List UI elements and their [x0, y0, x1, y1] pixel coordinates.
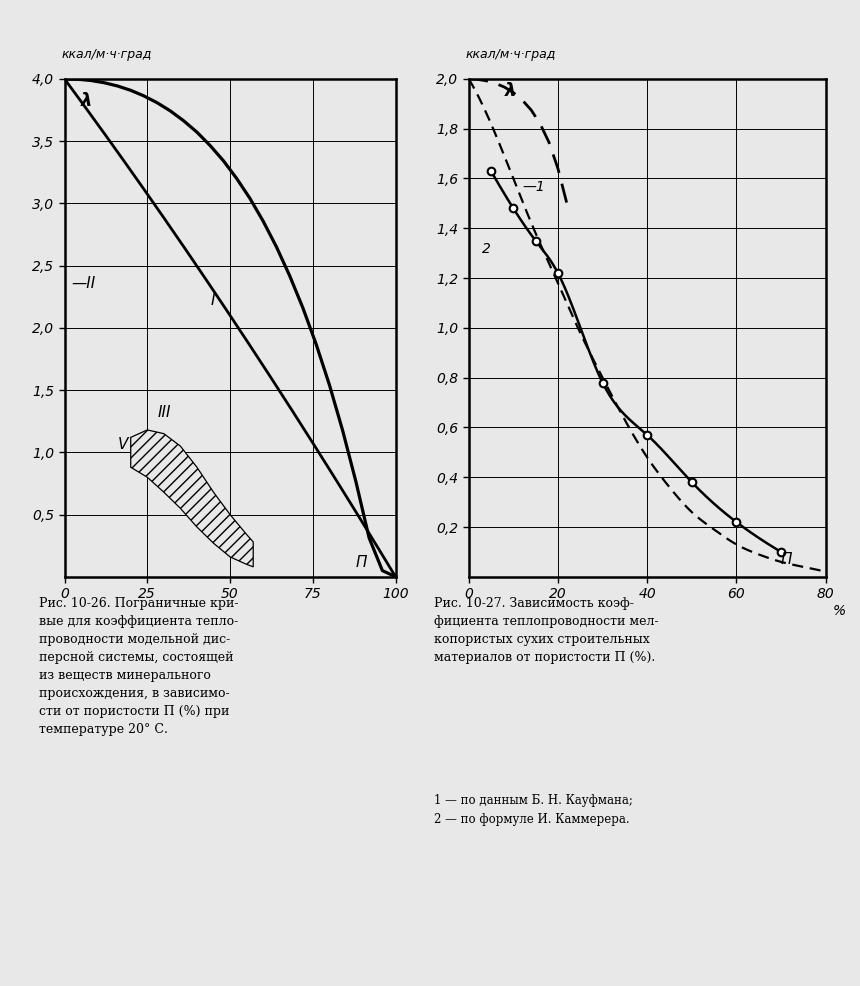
Text: П: П [356, 555, 367, 570]
Polygon shape [131, 430, 253, 567]
Text: III: III [157, 405, 170, 420]
Text: Рис. 10-27. Зависимость коэф-
фициента теплопроводности мел-
копористых сухих ст: Рис. 10-27. Зависимость коэф- фициента т… [434, 597, 659, 664]
Text: λ: λ [504, 82, 516, 101]
Text: λ: λ [81, 93, 92, 110]
Text: V: V [118, 437, 128, 452]
Text: 2: 2 [482, 243, 491, 256]
Text: —II: —II [71, 276, 95, 291]
Text: П: П [781, 552, 792, 567]
Text: Рис. 10-26. Пограничные кри-
вые для коэффициента тепло-
проводности модельной д: Рис. 10-26. Пограничные кри- вые для коэ… [39, 597, 238, 736]
Text: ккал/м·ч·град: ккал/м·ч·град [465, 48, 556, 61]
Text: %: % [832, 604, 846, 618]
Text: —1: —1 [522, 179, 545, 194]
Text: I: I [210, 294, 215, 309]
Text: ккал/м·ч·град: ккал/м·ч·град [61, 48, 151, 61]
Text: 1 — по данным Б. Н. Кауфмана;
2 — по формуле И. Каммерера.: 1 — по данным Б. Н. Кауфмана; 2 — по фор… [434, 794, 633, 825]
